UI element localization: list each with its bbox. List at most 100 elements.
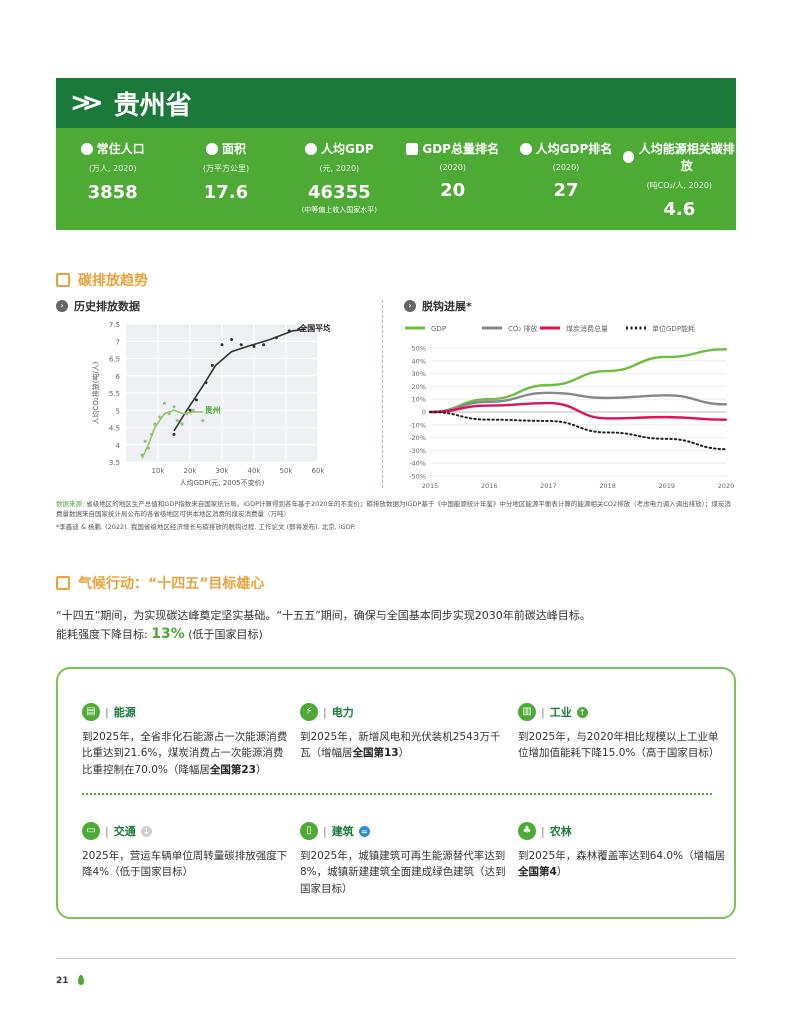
sector-text: 到2025年，森林覆盖率达到64.0%（增幅居全国第4） (518, 850, 726, 879)
stat-value: 20 (440, 180, 466, 201)
section-title: 气候行动：“十四五”目标雄心 (78, 576, 265, 592)
y-tick-label: 7.5 (109, 321, 120, 329)
y-tick-label: 5 (116, 407, 120, 415)
legend-label: CO₂ 排放 (508, 324, 537, 333)
data-point (210, 363, 214, 367)
sector-text: 2025年，营运车辆单位周转量碳排放强度下降4%（低于国家目标） (82, 850, 288, 879)
stat-unit: (万人, 2020) (88, 164, 137, 173)
data-point (194, 398, 198, 402)
arrow-up-icon: ↑ (576, 706, 588, 718)
sector-forestry: ♣ | 农林 到2025年，森林覆盖率达到64.0%（增幅居全国第4） (518, 822, 728, 881)
stat-value: 3858 (87, 182, 138, 203)
history-subtitle: › 历史排放数据 (56, 298, 140, 314)
y-tick-label: 3.5 (109, 459, 120, 467)
people-icon (80, 142, 93, 155)
section-emission-trend: 碳排放趋势 (56, 270, 148, 290)
sector-text: 到2025年，城镇建筑可再生能源替代率达到8%，城镇新建建筑全面建成绿色建筑（达… (300, 850, 506, 895)
x-tick-label: 2018 (599, 482, 616, 490)
co2-cloud-icon (622, 151, 634, 163)
footer-rule (56, 958, 736, 959)
sector-name: 交通 (113, 825, 136, 838)
stat-unit: (2020) (552, 163, 580, 172)
leaf-icon (78, 975, 84, 985)
energy-icon: ▤ (82, 703, 100, 721)
data-point (287, 329, 291, 333)
intensity-label: 能耗强度下降目标: (56, 628, 148, 641)
stat-note: (中等偏上收入国家水平) (301, 206, 378, 214)
x-tick-label: 10k (152, 467, 166, 475)
industry-icon: ▥ (518, 703, 536, 721)
sector-text: 到2025年，与2020年相比规模以上工业单位增加值能耗下降15.0%（高于国家… (518, 731, 720, 760)
stat-population: 常住人口 (万人, 2020) 3858 (56, 128, 169, 230)
y-axis-label: 人均CO₂排放(吨/人) (91, 361, 100, 424)
y-tick-label: 5.5 (109, 390, 120, 398)
edit-icon (56, 576, 70, 590)
stat-label: 面积 (221, 142, 246, 156)
sector-name: 建筑 (331, 825, 354, 838)
stat-value: 4.6 (663, 199, 696, 220)
yuan-icon (305, 142, 318, 155)
forest-icon: ♣ (518, 822, 536, 840)
chevron-right-icon: › (56, 300, 68, 312)
legend-label: 煤炭消费总量 (566, 324, 608, 333)
x-tick-label: 30k (216, 467, 230, 475)
y-tick-label: 4 (116, 442, 121, 450)
series-line (429, 411, 727, 451)
y-tick-label: 30% (412, 370, 426, 378)
x-tick-label: 40k (248, 467, 262, 475)
stat-label: 人均GDP排名 (535, 142, 613, 156)
data-point (167, 412, 171, 416)
power-icon: ⚡ (300, 703, 318, 721)
arrow-down-icon: ↓ (140, 825, 152, 837)
sector-transport: ▭ | 交通 ↓ 2025年，营运车辆单位周转量碳排放强度下降4%（低于国家目标） (82, 822, 292, 881)
y-tick-label: -40% (409, 460, 426, 468)
climate-paragraph: “十四五”期间，为实现碳达峰奠定坚实基础。“十五五”期间，确保与全国基本同步实现… (56, 609, 591, 622)
y-tick-label: 4.5 (109, 425, 120, 433)
y-tick-label: 50% (412, 345, 426, 353)
bar-chart-icon (406, 142, 419, 155)
series-label: 全国平均 (298, 323, 330, 333)
data-point (146, 446, 150, 450)
data-point (185, 412, 189, 416)
y-tick-label: 40% (412, 357, 426, 365)
stat-label: GDP总量排名 (422, 142, 499, 156)
series-line (428, 401, 728, 421)
sector-power: ⚡ | 电力 到2025年，新增风电和光伏装机2543万千瓦（增幅居全国第13） (300, 703, 510, 762)
data-point (252, 344, 256, 348)
data-point (188, 408, 192, 412)
transport-icon: ▭ (82, 822, 100, 840)
section-climate-action: 气候行动：“十四五”目标雄心 (56, 573, 264, 593)
stat-label: 常住人口 (96, 142, 145, 156)
history-scatter-chart: 3.5 4 4.5 5 5.5 6 6.5 7 7.5 10k 20k 30k 40k 50k 60k 人均G… (91, 321, 330, 487)
sector-energy: ▤ | 能源 到2025年，全省非化石能源占一次能源消费比重达到21.6%，煤炭消费… (82, 703, 292, 778)
stat-unit: (2020) (439, 163, 466, 172)
data-point (153, 422, 157, 426)
edit-icon (56, 273, 70, 287)
page-number: 21 (56, 976, 69, 986)
stat-value: 46355 (308, 182, 371, 203)
stat-value: 27 (553, 180, 579, 201)
data-point (230, 338, 234, 342)
x-tick-label: 20k (184, 467, 198, 475)
data-point (274, 336, 278, 340)
series-line (428, 348, 728, 414)
y-tick-label: -10% (409, 421, 426, 429)
x-tick-label: 60k (312, 467, 326, 475)
stat-unit: (万平方公里) (202, 164, 250, 173)
y-tick-label: -30% (409, 447, 426, 455)
double-chevron-icon: >> (70, 88, 103, 118)
y-tick-label: -20% (409, 434, 426, 442)
intensity-note: (低于国家目标) (188, 628, 263, 641)
data-point (180, 422, 184, 426)
data-source: 数据来源: 省级地区的地区生产总值和GDP指数来自国家统计局。iGDP计算得到各… (56, 500, 736, 532)
trend-line (173, 328, 306, 432)
data-point (201, 419, 205, 423)
stat-label: 人均能源相关碳排放 (638, 142, 735, 173)
x-axis-label: 人均GDP(元, 2005不变价) (180, 478, 265, 487)
intensity-target: 能耗强度下降目标: 13% (低于国家目标) (56, 626, 263, 642)
data-point (297, 327, 301, 331)
source-label: 数据来源: (56, 500, 85, 508)
source-text: 省级地区的地区生产总值和GDP指数来自国家统计局。iGDP计算得到各年基于202… (56, 500, 731, 518)
page-title: 贵州省 (113, 90, 192, 121)
x-tick-label: 2020 (718, 482, 735, 490)
